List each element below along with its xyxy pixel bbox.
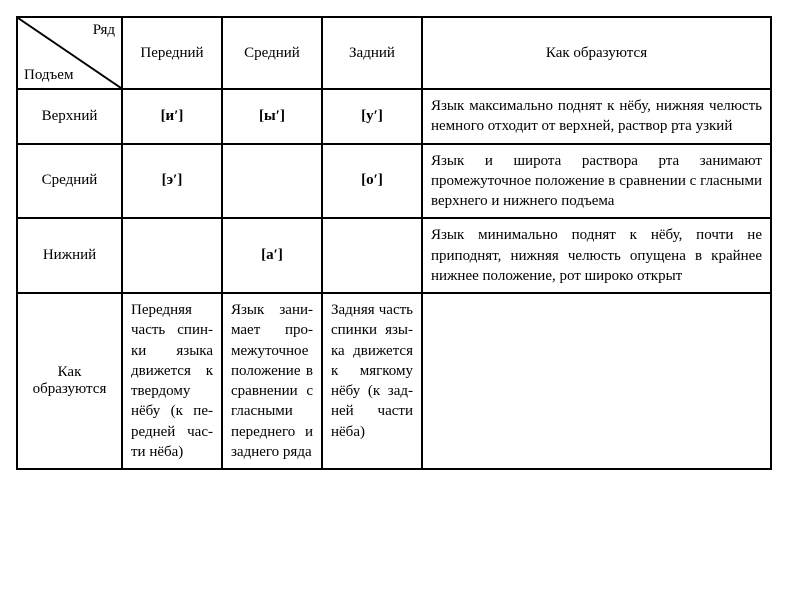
row-how-middle: Язык зани­мает про­межуточное положение … <box>222 293 322 469</box>
row-mid: Средний [э′] [о′] Язык и широта раствора… <box>17 144 771 219</box>
header-row-label: Подъем <box>24 67 73 84</box>
row-mid-desc: Язык и широта раствора рта занимают пром… <box>422 144 771 219</box>
row-how: Как образуются Передняя часть спин­ки яз… <box>17 293 771 469</box>
row-upper-label: Верхний <box>17 89 122 144</box>
row-upper-back: [у′] <box>322 89 422 144</box>
row-mid-label: Средний <box>17 144 122 219</box>
row-lower-label: Нижний <box>17 218 122 293</box>
row-lower: Нижний [а′] Язык минимально поднят к нё­… <box>17 218 771 293</box>
header-row: Ряд Подъем Передний Средний Задний Как о… <box>17 17 771 89</box>
row-upper-desc: Язык максимально поднят к нёбу, нижняя ч… <box>422 89 771 144</box>
row-mid-back: [о′] <box>322 144 422 219</box>
row-upper-front: [и′] <box>122 89 222 144</box>
vowel-table: Ряд Подъем Передний Средний Задний Как о… <box>16 16 772 470</box>
row-lower-front <box>122 218 222 293</box>
diagonal-header-cell: Ряд Подъем <box>17 17 122 89</box>
row-upper-middle: [ы′] <box>222 89 322 144</box>
header-front: Передний <box>122 17 222 89</box>
header-col-label: Ряд <box>93 22 115 39</box>
row-mid-middle <box>222 144 322 219</box>
row-lower-middle: [а′] <box>222 218 322 293</box>
row-upper: Верхний [и′] [ы′] [у′] Язык максимально … <box>17 89 771 144</box>
row-lower-desc: Язык минимально поднят к нё­бу, почти не… <box>422 218 771 293</box>
header-back: Задний <box>322 17 422 89</box>
row-how-desc <box>422 293 771 469</box>
header-middle: Средний <box>222 17 322 89</box>
row-how-label: Как образуются <box>17 293 122 469</box>
row-how-back: Задняя часть спинки язы­ка движется к мя… <box>322 293 422 469</box>
row-mid-front: [э′] <box>122 144 222 219</box>
header-description: Как образуются <box>422 17 771 89</box>
row-how-front: Передняя часть спин­ки языка движется к … <box>122 293 222 469</box>
row-lower-back <box>322 218 422 293</box>
